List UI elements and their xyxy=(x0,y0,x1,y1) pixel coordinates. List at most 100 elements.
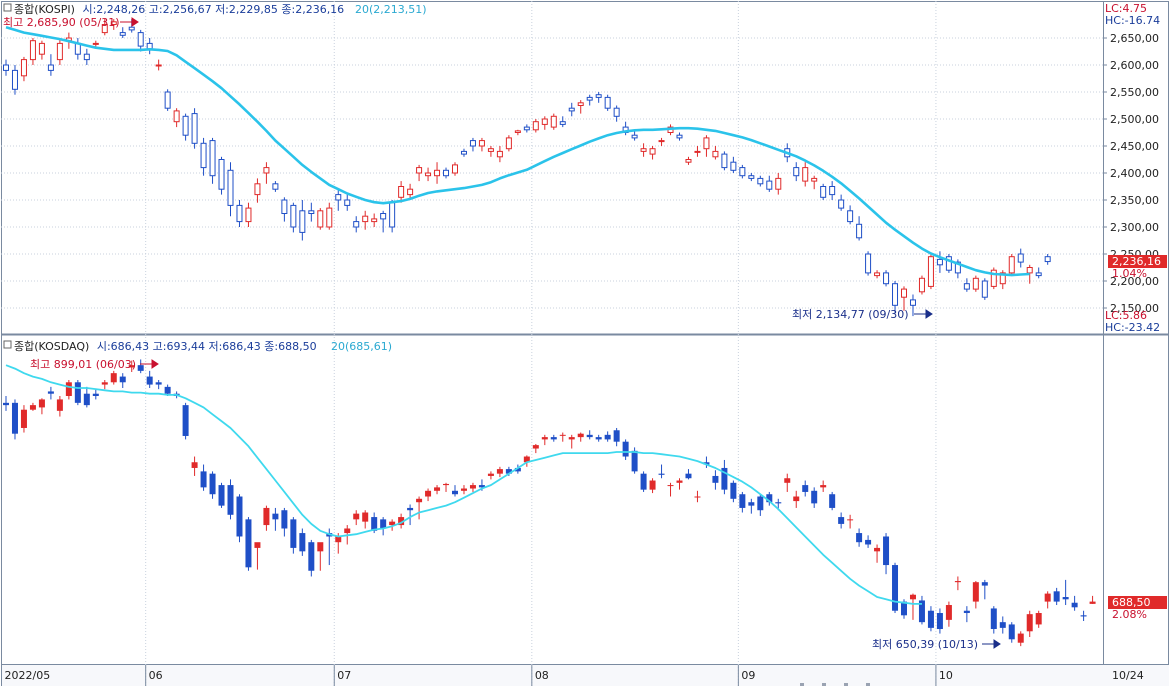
kospi-candle xyxy=(793,167,800,177)
kospi-candle xyxy=(200,142,207,169)
kosdaq-candle xyxy=(577,433,584,438)
kosdaq-candle xyxy=(496,469,503,474)
kospi-candle xyxy=(694,150,701,153)
kospi-candle xyxy=(963,283,970,290)
kosdaq-candle xyxy=(3,402,9,406)
kosdaq-candle xyxy=(936,613,943,630)
kosdaq-price-label: 688,50 xyxy=(1112,596,1151,609)
kospi-candle xyxy=(730,161,737,171)
kosdaq-candle xyxy=(416,498,423,503)
kospi-ohlc: 시:2,248,26 고:2,256,67 저:2,229,85 종:2,236… xyxy=(82,3,344,16)
kospi-candle xyxy=(568,107,575,112)
kospi-candle xyxy=(425,172,432,177)
kosdaq-candle xyxy=(523,456,530,463)
kospi-candle xyxy=(272,183,279,190)
kospi-title: 종합(KOSPI) xyxy=(14,3,75,16)
kospi-candle xyxy=(703,137,710,150)
kospi-candle xyxy=(918,277,925,293)
kospi-candle xyxy=(56,42,63,61)
kospi-candle xyxy=(119,32,126,36)
kosdaq-candle xyxy=(11,402,18,434)
arrow-right-icon xyxy=(914,309,933,319)
panel-menu-icon[interactable] xyxy=(3,3,12,12)
kosdaq-candle xyxy=(595,437,602,440)
kospi-candle xyxy=(281,199,288,214)
kosdaq-candle xyxy=(676,480,683,483)
kospi-candle xyxy=(380,213,387,220)
kosdaq-candle xyxy=(389,521,396,526)
kospi-candle xyxy=(936,258,943,266)
kosdaq-candle xyxy=(263,507,270,526)
kosdaq-candle xyxy=(541,437,548,440)
kosdaq-candle xyxy=(838,517,845,524)
kospi-candle xyxy=(1017,253,1024,263)
panel-menu-icon[interactable] xyxy=(3,340,12,349)
kospi-candle xyxy=(146,42,153,50)
x-tick-label: 09 xyxy=(741,669,755,682)
kosdaq-candle xyxy=(308,542,315,571)
kospi-candle xyxy=(209,140,216,177)
kosdaq-candle xyxy=(748,502,755,506)
kospi-y-tick-label: 2,500,00 xyxy=(1110,113,1159,126)
kosdaq-candle xyxy=(990,608,997,630)
kospi-y-tick-label: 2,400,00 xyxy=(1110,167,1159,180)
kospi-candle xyxy=(721,153,728,169)
kospi-candle xyxy=(38,42,45,55)
kosdaq-candle xyxy=(236,496,243,537)
kospi-candle xyxy=(865,253,872,274)
kospi-candle xyxy=(11,69,18,90)
kosdaq-candle xyxy=(155,382,162,385)
kosdaq-candle xyxy=(353,513,360,520)
kospi-candle xyxy=(909,299,916,306)
kosdaq-candle xyxy=(981,582,988,586)
kospi-y-tick-label: 2,350,00 xyxy=(1110,194,1159,207)
x-axis-area xyxy=(1,665,1169,686)
kospi-candle xyxy=(389,202,396,228)
kosdaq-candle xyxy=(83,393,90,406)
kospi-candle xyxy=(308,210,315,215)
kospi-candle xyxy=(487,148,494,152)
kosdaq-candle xyxy=(568,437,575,440)
kospi-candle xyxy=(353,221,360,228)
kospi-candle xyxy=(164,91,171,109)
kospi-candle xyxy=(739,167,746,177)
kospi-candle xyxy=(892,283,899,306)
kosdaq-candle xyxy=(775,502,782,504)
kosdaq-low-annotation: 최저 650,39 (10/13) xyxy=(872,638,978,651)
kospi-candle xyxy=(901,288,907,298)
scroll-handle[interactable] xyxy=(800,683,870,686)
kospi-candle xyxy=(1044,256,1051,263)
kospi-candle xyxy=(452,164,458,174)
kospi-candle xyxy=(541,118,548,125)
kosdaq-candle xyxy=(649,480,656,490)
kospi-candle xyxy=(460,150,467,155)
kosdaq-candle xyxy=(344,528,351,534)
kospi-candle xyxy=(532,121,539,131)
kosdaq-candle xyxy=(622,441,629,457)
kosdaq-candle xyxy=(209,473,216,495)
kosdaq-candle xyxy=(865,539,872,545)
kosdaq-candle xyxy=(317,542,324,552)
kosdaq-candle xyxy=(20,409,27,428)
kospi-candle xyxy=(182,115,189,136)
kosdaq-ma-label: 20(685,61) xyxy=(331,340,392,353)
kospi-candle xyxy=(649,148,656,155)
kosdaq-candle xyxy=(703,462,710,465)
kosdaq-candle xyxy=(47,391,54,394)
kosdaq-candle xyxy=(469,485,476,489)
kosdaq-candle xyxy=(892,565,899,611)
kosdaq-candle xyxy=(101,382,108,385)
kosdaq-candle xyxy=(227,485,234,515)
kosdaq-candle xyxy=(146,376,153,385)
kosdaq-candle xyxy=(1080,615,1087,617)
kospi-y-tick-label: 2,450,00 xyxy=(1110,140,1159,153)
kosdaq-high-annotation: 최고 899,01 (06/03) xyxy=(30,358,136,371)
kosdaq-ohlc: 시:686,43 고:693,44 저:686,43 종:688,50 xyxy=(97,340,317,353)
kospi-candle xyxy=(20,59,27,77)
kospi-candle xyxy=(434,169,441,177)
kosdaq-candle xyxy=(92,393,99,396)
kosdaq-candle xyxy=(963,610,970,614)
kosdaq-ma20-line xyxy=(5,364,922,605)
kospi-price-box xyxy=(1108,255,1167,268)
